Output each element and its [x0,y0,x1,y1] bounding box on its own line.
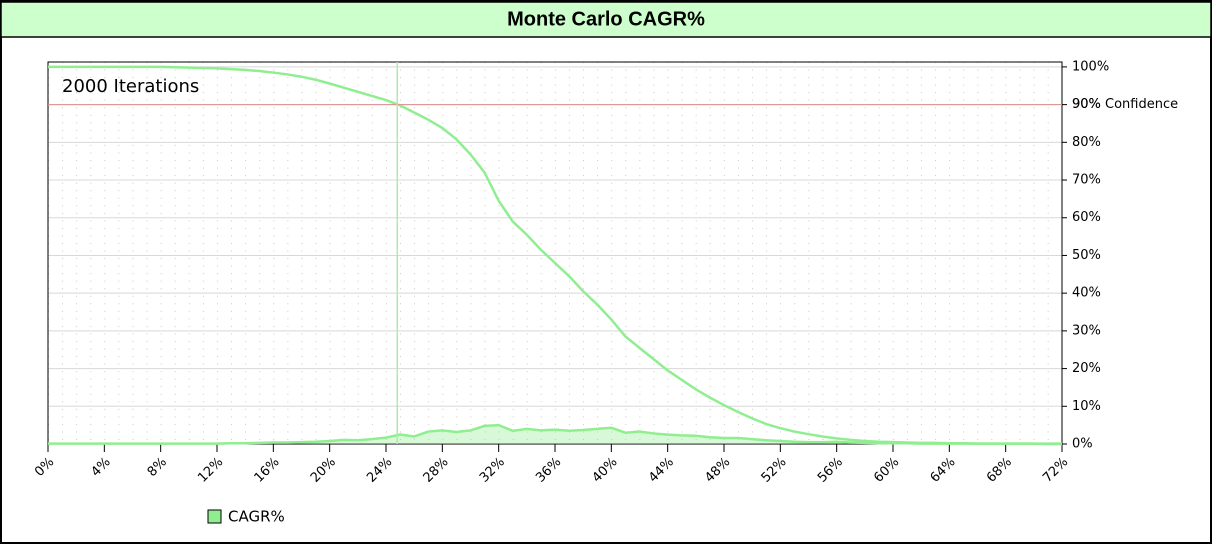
y-tick-label: 60% [1072,210,1101,225]
y-tick-label: 30% [1072,323,1101,338]
y-tick-label: 70% [1072,173,1101,188]
minor-grid [48,62,1062,444]
y-tick-label: 10% [1072,399,1101,414]
annotation: 2000 Iterations [62,76,199,97]
y-tick-label: 0% [1072,437,1093,452]
title-bar [0,1,1212,38]
reference-label: 90% Confidence [1072,97,1178,112]
legend-label: CAGR% [228,508,285,526]
y-tick-label: 50% [1072,248,1101,263]
plot-border [47,61,1063,445]
series-line [48,423,1062,445]
legend-swatch [207,509,222,524]
y-tick-label: 100% [1072,59,1109,74]
area-fill [48,425,1062,444]
y-tick-label: 90% [1072,97,1101,112]
y-tick-label: 40% [1072,286,1101,301]
y-tick-label: 20% [1072,361,1101,376]
chart-title: Monte Carlo CAGR% [507,8,705,30]
y-tick-label: 80% [1072,135,1101,150]
